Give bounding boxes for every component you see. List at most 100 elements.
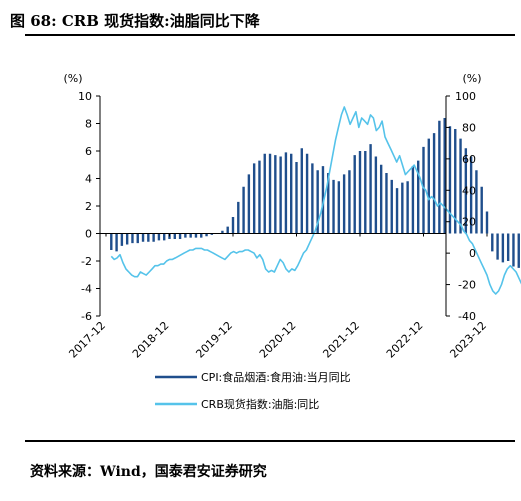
bar [120, 233, 124, 246]
bar [163, 233, 166, 241]
right-tick-label: 0 [469, 247, 476, 260]
legend-label-line: CRB现货指数:油脂:同比 [201, 397, 319, 411]
bar [274, 155, 277, 234]
left-tick-label: 6 [85, 145, 92, 158]
legend-label-bar: CPI:食品烟酒:食用油:当月同比 [201, 370, 351, 384]
left-tick-label: 4 [85, 173, 92, 186]
bar [141, 233, 145, 242]
bar [411, 166, 415, 234]
figure-title: 图 68: CRB 现货指数:油脂同比下降 [10, 12, 260, 30]
bar [284, 152, 288, 234]
bar [432, 133, 436, 234]
bar [369, 144, 372, 234]
bar [311, 163, 314, 234]
bar [184, 233, 187, 238]
bar [290, 153, 293, 234]
bar [364, 151, 367, 234]
bar [252, 163, 256, 234]
bar [131, 233, 134, 244]
bars-layer [110, 118, 520, 268]
left-tick-label: -4 [81, 283, 92, 296]
left-tick-label: 2 [85, 200, 92, 213]
bar [200, 233, 203, 238]
bar [443, 118, 446, 234]
bar [485, 211, 489, 234]
right-tick-label: 40 [462, 184, 476, 197]
bar [506, 233, 510, 261]
bar [115, 233, 118, 252]
bar [491, 233, 494, 252]
bar [427, 138, 430, 234]
legend-layer: CPI:食品烟酒:食用油:当月同比 CRB现货指数:油脂:同比 [155, 370, 351, 411]
bar [110, 233, 113, 250]
bar [454, 129, 457, 234]
right-tick-label: -20 [458, 279, 476, 292]
bar [173, 233, 176, 239]
bar [501, 233, 505, 263]
bar [247, 174, 251, 234]
bar [379, 164, 383, 234]
bar [374, 156, 378, 234]
bar [263, 153, 266, 234]
x-tick-label: 2019-12 [193, 319, 235, 361]
bar [353, 155, 356, 234]
bar [321, 166, 325, 234]
x-tick-label: 2017-12 [66, 319, 108, 361]
left-tick-label: -6 [81, 310, 92, 323]
bar [226, 226, 229, 234]
bar [459, 138, 462, 234]
bar [157, 233, 161, 241]
left-tick-label: 8 [85, 118, 92, 131]
bar [147, 233, 150, 242]
x-tick-label: 2022-12 [384, 319, 426, 361]
bar [406, 181, 409, 234]
bar [512, 233, 515, 267]
right-tick-label: 80 [462, 121, 476, 134]
bar [517, 233, 520, 268]
bar [358, 151, 362, 234]
bar [448, 126, 452, 234]
bar [385, 173, 388, 234]
bar [300, 148, 303, 234]
bar [422, 146, 425, 234]
bar [210, 233, 214, 235]
bar [438, 120, 441, 234]
right-axis-unit: (%) [462, 72, 481, 85]
bar [496, 233, 499, 260]
bar [189, 233, 192, 238]
bar [332, 179, 335, 234]
bar [205, 233, 208, 237]
bar [337, 181, 341, 234]
bar [401, 182, 404, 234]
bar [417, 160, 420, 234]
left-axis-unit: (%) [63, 72, 82, 85]
bar [268, 153, 272, 234]
bar [342, 174, 346, 234]
bar [258, 160, 261, 234]
right-tick-label: 20 [462, 216, 476, 229]
bar [125, 233, 129, 245]
line-layer [110, 106, 521, 295]
bar [231, 217, 235, 234]
left-tick-label: 10 [78, 90, 92, 103]
bar [316, 170, 319, 234]
bar [305, 153, 309, 234]
x-tick-label: 2023-12 [447, 319, 489, 361]
right-tick-label: 60 [462, 153, 476, 166]
bar [469, 156, 473, 234]
bar [279, 156, 282, 234]
bar [194, 233, 198, 238]
bar [348, 170, 351, 234]
x-tick-label: 2020-12 [257, 319, 299, 361]
bar [480, 186, 483, 234]
title-rule [25, 34, 515, 36]
bar [464, 148, 468, 234]
source-note: 资料来源：Wind，国泰君安证券研究 [30, 464, 267, 480]
x-tick-label: 2021-12 [320, 319, 362, 361]
bar [390, 179, 393, 234]
right-tick-label: -40 [458, 310, 476, 323]
bar [221, 230, 224, 234]
left-tick-label: 0 [85, 228, 92, 241]
bar [136, 233, 139, 244]
